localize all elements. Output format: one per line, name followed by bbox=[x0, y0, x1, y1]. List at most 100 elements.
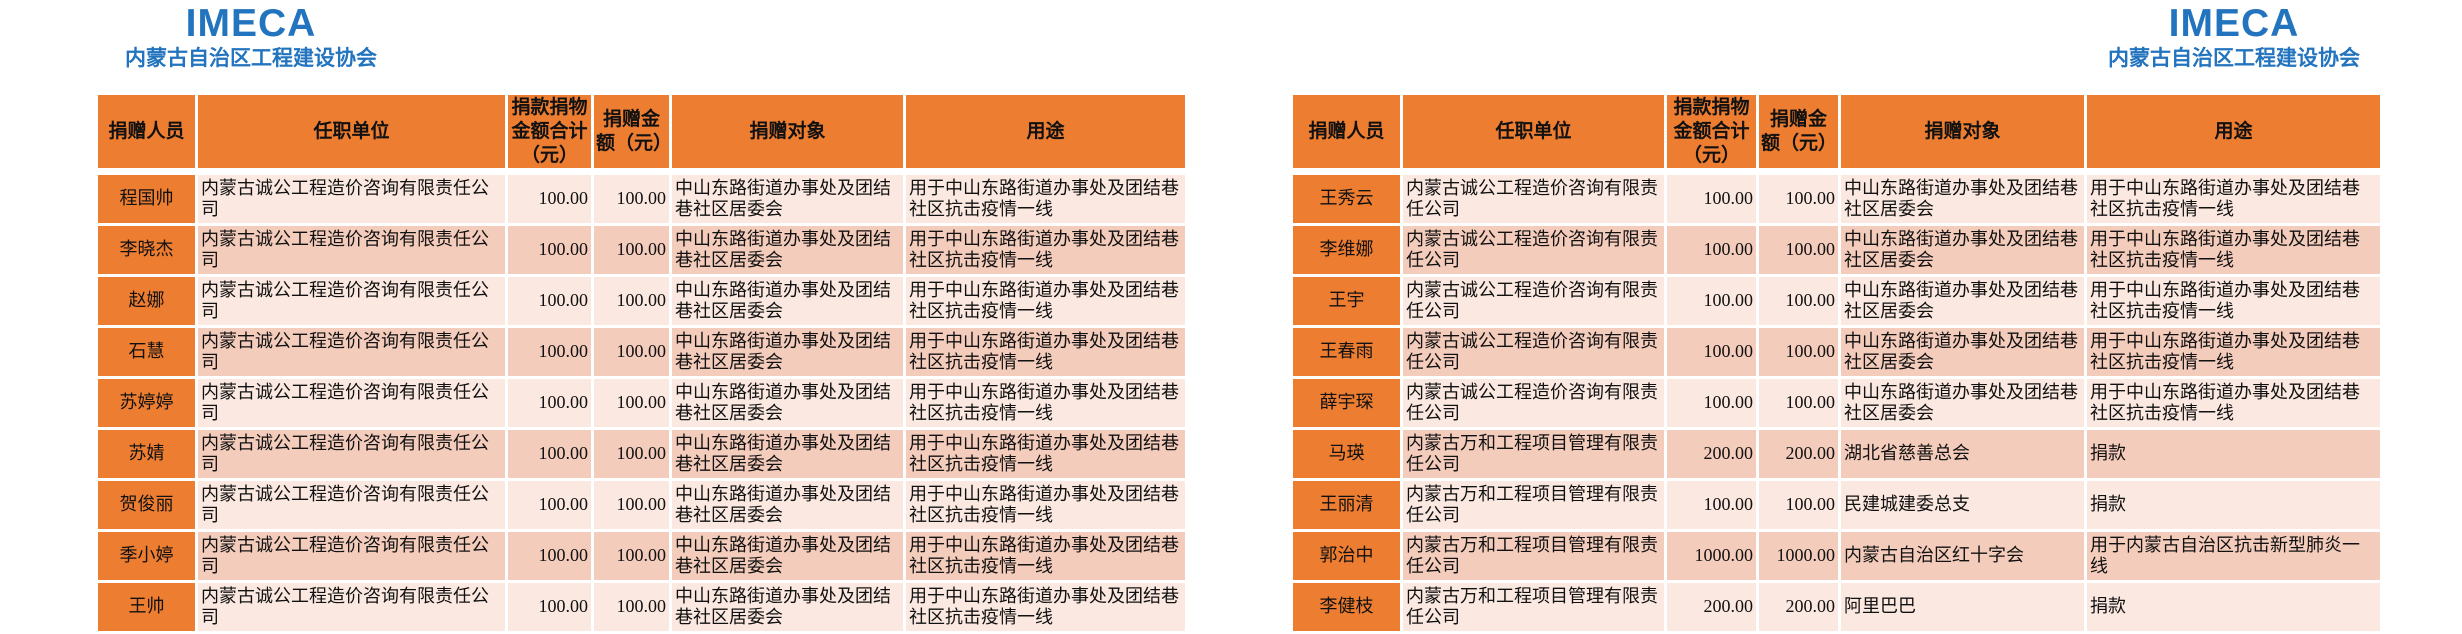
cell-employer: 内蒙古诚公工程造价咨询有限责任公司 bbox=[1400, 274, 1667, 329]
table-row: 贺俊丽 内蒙古诚公工程造价咨询有限责任公司 100.00 100.00 中山东路… bbox=[95, 478, 1188, 533]
cell-donor: 季小婷 bbox=[95, 529, 198, 584]
table-row: 王丽清 内蒙古万和工程项目管理有限责任公司 100.00 100.00 民建城建… bbox=[1290, 478, 2383, 533]
cell-target: 中山东路街道办事处及团结巷社区居委会 bbox=[669, 529, 906, 584]
cell-purpose: 用于中山东路街道办事处及团结巷社区抗击疫情一线 bbox=[903, 478, 1188, 533]
cell-total: 100.00 bbox=[1664, 170, 1759, 227]
cell-purpose: 捐款 bbox=[2084, 478, 2383, 533]
cell-target: 中山东路街道办事处及团结巷社区居委会 bbox=[669, 376, 906, 431]
cell-target: 中山东路街道办事处及团结巷社区居委会 bbox=[669, 580, 906, 634]
col-header-purpose: 用途 bbox=[2084, 91, 2383, 176]
cell-total: 100.00 bbox=[1664, 376, 1759, 431]
cell-donor: 赵娜 bbox=[95, 274, 198, 329]
col-header-donor: 捐赠人员 bbox=[1290, 91, 1403, 176]
header-row: 捐赠人员 任职单位 捐款捐物金额合计（元） 捐赠金额（元） 捐赠对象 用途 bbox=[95, 91, 1188, 176]
cell-purpose: 用于中山东路街道办事处及团结巷社区抗击疫情一线 bbox=[903, 223, 1188, 278]
cell-employer: 内蒙古诚公工程造价咨询有限责任公司 bbox=[195, 478, 508, 533]
cell-amount: 100.00 bbox=[1756, 376, 1841, 431]
cell-total: 100.00 bbox=[505, 427, 594, 482]
cell-amount: 100.00 bbox=[1756, 478, 1841, 533]
org-name: 内蒙古自治区工程建设协会 bbox=[125, 47, 377, 70]
cell-employer: 内蒙古诚公工程造价咨询有限责任公司 bbox=[1400, 325, 1667, 380]
org-name: 内蒙古自治区工程建设协会 bbox=[2108, 47, 2360, 70]
cell-employer: 内蒙古诚公工程造价咨询有限责任公司 bbox=[1400, 376, 1667, 431]
cell-total: 100.00 bbox=[1664, 478, 1759, 533]
cell-purpose: 用于中山东路街道办事处及团结巷社区抗击疫情一线 bbox=[2084, 170, 2383, 227]
cell-employer: 内蒙古诚公工程造价咨询有限责任公司 bbox=[195, 376, 508, 431]
donation-table-left: 捐赠人员 任职单位 捐款捐物金额合计（元） 捐赠金额（元） 捐赠对象 用途 程国… bbox=[95, 91, 1188, 634]
table-row: 程国帅 内蒙古诚公工程造价咨询有限责任公司 100.00 100.00 中山东路… bbox=[95, 170, 1188, 227]
table-row: 石慧 内蒙古诚公工程造价咨询有限责任公司 100.00 100.00 中山东路街… bbox=[95, 325, 1188, 380]
col-header-total: 捐款捐物金额合计（元） bbox=[505, 91, 594, 176]
cell-employer: 内蒙古诚公工程造价咨询有限责任公司 bbox=[195, 170, 508, 227]
cell-target: 中山东路街道办事处及团结巷社区居委会 bbox=[1838, 223, 2087, 278]
cell-purpose: 用于中山东路街道办事处及团结巷社区抗击疫情一线 bbox=[2084, 223, 2383, 278]
col-header-donor: 捐赠人员 bbox=[95, 91, 198, 176]
cell-amount: 100.00 bbox=[591, 274, 672, 329]
cell-amount: 1000.00 bbox=[1756, 529, 1841, 584]
cell-target: 中山东路街道办事处及团结巷社区居委会 bbox=[669, 478, 906, 533]
cell-total: 100.00 bbox=[505, 274, 594, 329]
cell-purpose: 用于中山东路街道办事处及团结巷社区抗击疫情一线 bbox=[903, 274, 1188, 329]
table-body: 程国帅 内蒙古诚公工程造价咨询有限责任公司 100.00 100.00 中山东路… bbox=[95, 170, 1188, 634]
cell-donor: 郭治中 bbox=[1290, 529, 1403, 584]
cell-target: 中山东路街道办事处及团结巷社区居委会 bbox=[669, 223, 906, 278]
cell-amount: 100.00 bbox=[591, 223, 672, 278]
cell-donor: 王秀云 bbox=[1290, 170, 1403, 227]
brand-block-right: IMECA 内蒙古自治区工程建设协会 bbox=[2078, 2, 2390, 72]
cell-purpose: 用于中山东路街道办事处及团结巷社区抗击疫情一线 bbox=[2084, 376, 2383, 431]
cell-purpose: 用于中山东路街道办事处及团结巷社区抗击疫情一线 bbox=[903, 427, 1188, 482]
imeca-logo: IMECA bbox=[2168, 2, 2300, 45]
table-row: 王春雨 内蒙古诚公工程造价咨询有限责任公司 100.00 100.00 中山东路… bbox=[1290, 325, 2383, 380]
col-header-employer: 任职单位 bbox=[195, 91, 508, 176]
col-header-total: 捐款捐物金额合计（元） bbox=[1664, 91, 1759, 176]
cell-amount: 100.00 bbox=[1756, 325, 1841, 380]
cell-purpose: 用于中山东路街道办事处及团结巷社区抗击疫情一线 bbox=[903, 325, 1188, 380]
cell-donor: 薛宇琛 bbox=[1290, 376, 1403, 431]
table-row: 王宇 内蒙古诚公工程造价咨询有限责任公司 100.00 100.00 中山东路街… bbox=[1290, 274, 2383, 329]
cell-total: 100.00 bbox=[1664, 325, 1759, 380]
cell-donor: 王帅 bbox=[95, 580, 198, 634]
cell-purpose: 用于中山东路街道办事处及团结巷社区抗击疫情一线 bbox=[903, 580, 1188, 634]
cell-employer: 内蒙古万和工程项目管理有限责任公司 bbox=[1400, 529, 1667, 584]
col-header-target: 捐赠对象 bbox=[669, 91, 906, 176]
cell-purpose: 用于中山东路街道办事处及团结巷社区抗击疫情一线 bbox=[2084, 325, 2383, 380]
cell-target: 中山东路街道办事处及团结巷社区居委会 bbox=[669, 427, 906, 482]
cell-donor: 马瑛 bbox=[1290, 427, 1403, 482]
imeca-logo: IMECA bbox=[185, 2, 317, 45]
col-header-purpose: 用途 bbox=[903, 91, 1188, 176]
table-row: 王秀云 内蒙古诚公工程造价咨询有限责任公司 100.00 100.00 中山东路… bbox=[1290, 170, 2383, 227]
cell-total: 100.00 bbox=[505, 325, 594, 380]
cell-employer: 内蒙古诚公工程造价咨询有限责任公司 bbox=[1400, 223, 1667, 278]
table-body: 王秀云 内蒙古诚公工程造价咨询有限责任公司 100.00 100.00 中山东路… bbox=[1290, 170, 2383, 634]
cell-target: 湖北省慈善总会 bbox=[1838, 427, 2087, 482]
cell-donor: 苏婧 bbox=[95, 427, 198, 482]
cell-employer: 内蒙古万和工程项目管理有限责任公司 bbox=[1400, 580, 1667, 634]
cell-target: 中山东路街道办事处及团结巷社区居委会 bbox=[669, 325, 906, 380]
cell-total: 200.00 bbox=[1664, 580, 1759, 634]
cell-total: 100.00 bbox=[505, 529, 594, 584]
cell-total: 100.00 bbox=[505, 170, 594, 227]
table-row: 李健枝 内蒙古万和工程项目管理有限责任公司 200.00 200.00 阿里巴巴… bbox=[1290, 580, 2383, 634]
cell-amount: 100.00 bbox=[591, 478, 672, 533]
cell-donor: 王春雨 bbox=[1290, 325, 1403, 380]
cell-target: 中山东路街道办事处及团结巷社区居委会 bbox=[1838, 274, 2087, 329]
table-header: 捐赠人员 任职单位 捐款捐物金额合计（元） 捐赠金额（元） 捐赠对象 用途 bbox=[95, 91, 1188, 176]
cell-donor: 程国帅 bbox=[95, 170, 198, 227]
cell-purpose: 用于中山东路街道办事处及团结巷社区抗击疫情一线 bbox=[903, 529, 1188, 584]
col-header-amount: 捐赠金额（元） bbox=[1756, 91, 1841, 176]
cell-amount: 100.00 bbox=[591, 427, 672, 482]
cell-amount: 100.00 bbox=[591, 376, 672, 431]
cell-amount: 100.00 bbox=[591, 529, 672, 584]
cell-total: 1000.00 bbox=[1664, 529, 1759, 584]
col-header-amount: 捐赠金额（元） bbox=[591, 91, 672, 176]
cell-employer: 内蒙古万和工程项目管理有限责任公司 bbox=[1400, 427, 1667, 482]
cell-donor: 王宇 bbox=[1290, 274, 1403, 329]
donation-table-right: 捐赠人员 任职单位 捐款捐物金额合计（元） 捐赠金额（元） 捐赠对象 用途 王秀… bbox=[1290, 91, 2383, 634]
cell-employer: 内蒙古诚公工程造价咨询有限责任公司 bbox=[195, 274, 508, 329]
col-header-target: 捐赠对象 bbox=[1838, 91, 2087, 176]
cell-purpose: 捐款 bbox=[2084, 580, 2383, 634]
cell-target: 中山东路街道办事处及团结巷社区居委会 bbox=[1838, 376, 2087, 431]
header-row: 捐赠人员 任职单位 捐款捐物金额合计（元） 捐赠金额（元） 捐赠对象 用途 bbox=[1290, 91, 2383, 176]
table-row: 王帅 内蒙古诚公工程造价咨询有限责任公司 100.00 100.00 中山东路街… bbox=[95, 580, 1188, 634]
